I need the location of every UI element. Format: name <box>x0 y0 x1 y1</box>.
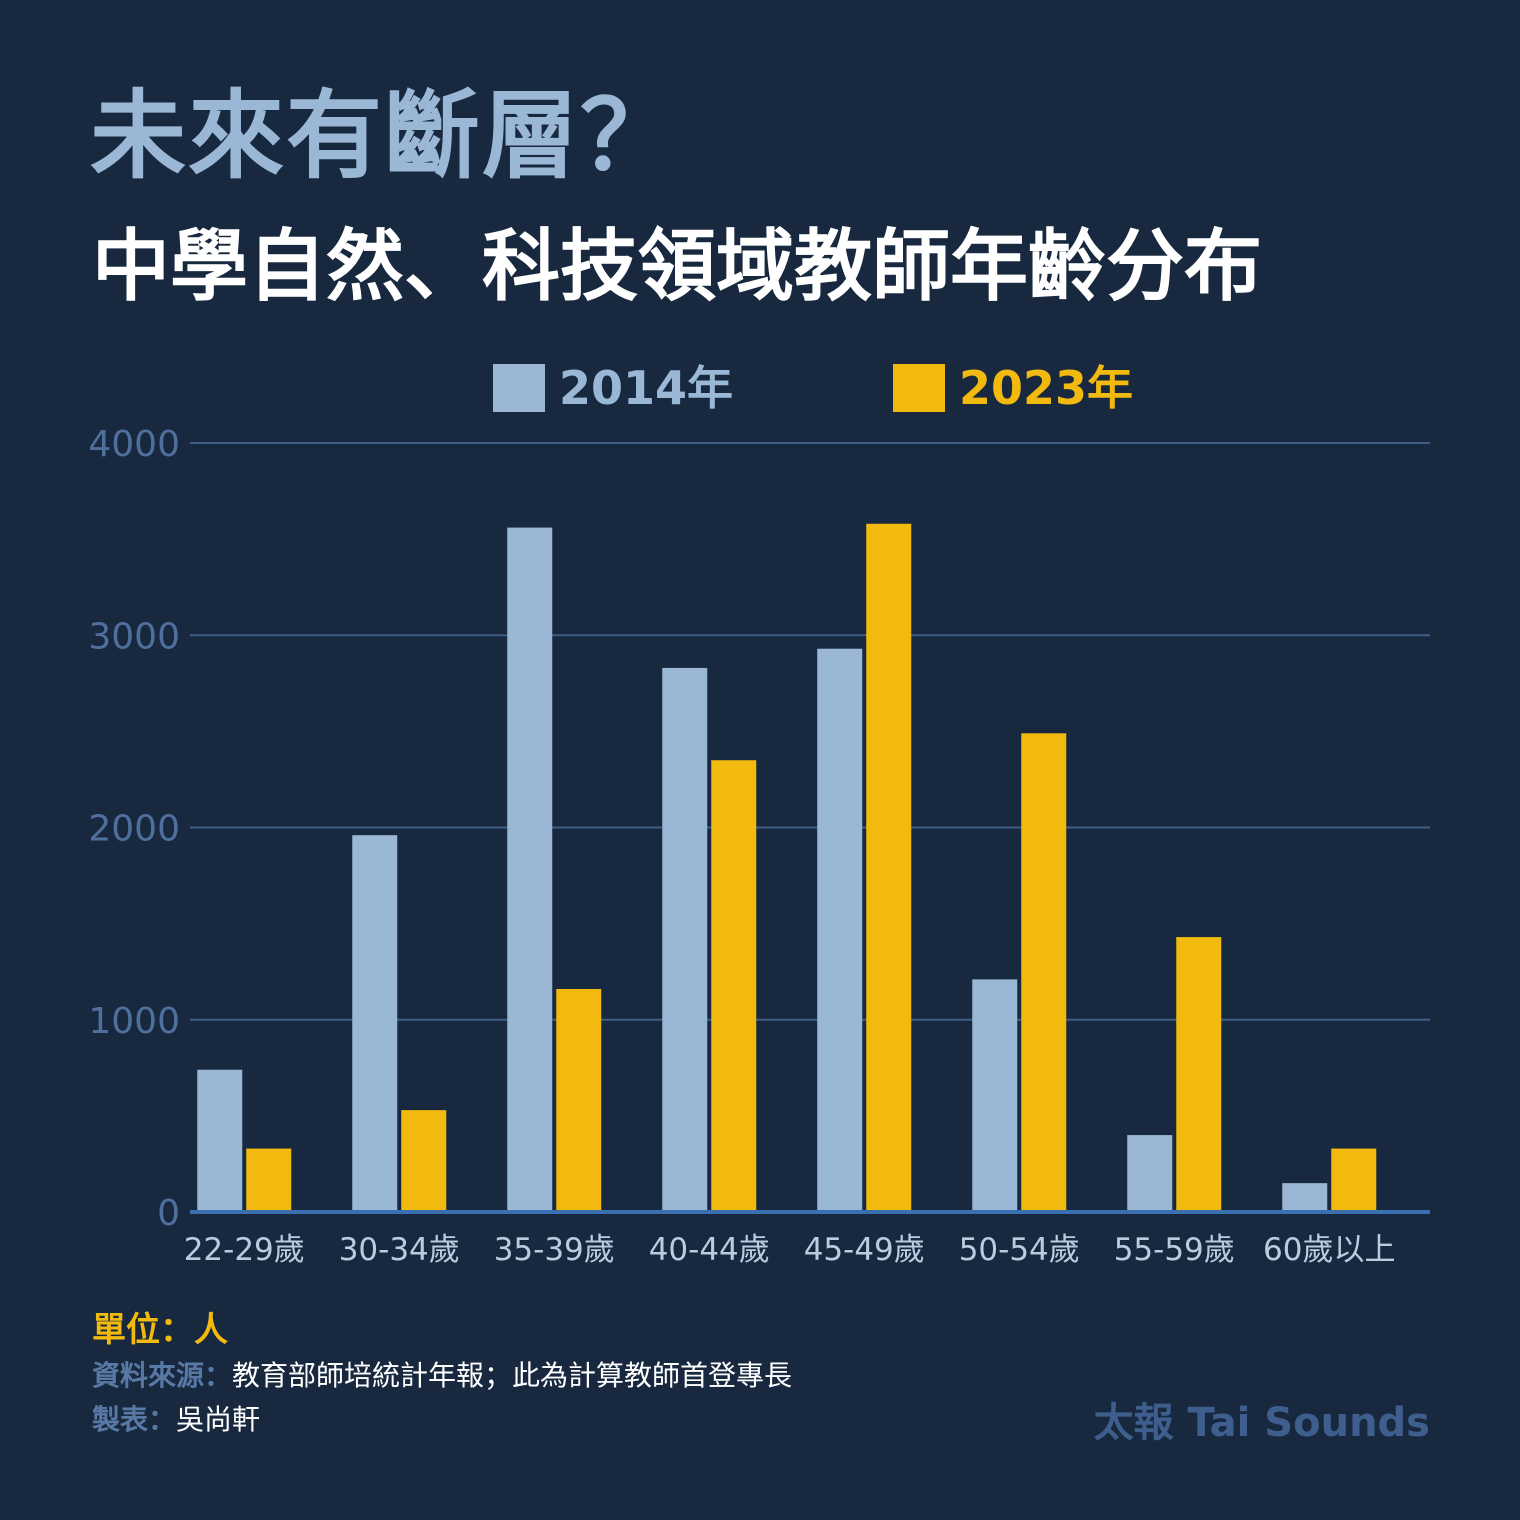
legend-label-2023: 2023年 <box>959 361 1134 415</box>
bar-2014年-30-34歲 <box>352 835 398 1212</box>
x-tick-label: 50-54歲 <box>959 1232 1080 1268</box>
source-note: 資料來源：教育部師培統計年報；此為計算教師首登專長 <box>92 1354 792 1394</box>
bar-2023年-40-44歲 <box>711 760 757 1212</box>
legend-swatch-2014 <box>493 364 545 412</box>
x-tick-label: 55-59歲 <box>1114 1232 1235 1268</box>
bar-2014年-50-54歲 <box>972 979 1018 1212</box>
bar-2023年-35-39歲 <box>556 988 602 1212</box>
source-text: 教育部師培統計年報；此為計算教師首登專長 <box>232 1359 793 1392</box>
x-tick-label: 40-44歲 <box>649 1232 770 1268</box>
bar-2023年-60歲以上 <box>1331 1148 1377 1212</box>
bar-2023年-45-49歲 <box>866 523 912 1212</box>
legend-item-2023: 2023年 <box>893 364 1133 412</box>
chart-title: 未來有斷層？ <box>90 80 678 192</box>
legend-swatch-2023 <box>893 364 945 412</box>
x-tick-label: 45-49歲 <box>804 1232 925 1268</box>
x-tick-label: 30-34歲 <box>339 1232 460 1268</box>
bar-2014年-40-44歲 <box>662 667 708 1212</box>
y-tick-label: 2000 <box>88 809 180 850</box>
bar-2014年-45-49歲 <box>817 648 863 1212</box>
maker-note: 製表：吳尚軒 <box>92 1398 260 1438</box>
legend-item-2014: 2014年 <box>493 364 733 412</box>
y-tick-label: 4000 <box>88 424 180 465</box>
bar-2023年-30-34歲 <box>401 1110 447 1212</box>
bar-2014年-35-39歲 <box>507 527 553 1212</box>
bar-2023年-55-59歲 <box>1176 937 1222 1212</box>
legend-label-2014: 2014年 <box>559 361 734 415</box>
chart-subtitle: 中學自然、科技領域教師年齡分布 <box>92 222 1263 312</box>
source-label: 資料來源： <box>92 1359 233 1392</box>
bar-2014年-60歲以上 <box>1282 1183 1328 1212</box>
bar-2023年-50-54歲 <box>1021 733 1067 1212</box>
bar-2023年-22-29歲 <box>246 1148 292 1212</box>
x-tick-label: 60歲以上 <box>1263 1232 1395 1268</box>
brand-logo-text: 太報 Tai Sounds <box>1093 1400 1430 1446</box>
bar-chart: 0 1000 2000 3000 4000 22-29歲 30-34歲 35-39歲 40-44… <box>88 424 1430 1268</box>
bar-2014年-22-29歲 <box>197 1069 243 1212</box>
unit-note: 單位：人 <box>92 1310 228 1350</box>
legend: 2014年 2023年 <box>0 364 1520 414</box>
maker-label: 製表： <box>92 1403 177 1436</box>
x-tick-label: 35-39歲 <box>494 1232 615 1268</box>
y-tick-label: 0 <box>157 1193 180 1234</box>
bar-2014年-55-59歲 <box>1127 1135 1173 1212</box>
y-tick-label: 1000 <box>88 1001 180 1042</box>
x-tick-label: 22-29歲 <box>184 1232 305 1268</box>
maker-text: 吳尚軒 <box>176 1403 261 1436</box>
y-tick-label: 3000 <box>88 616 180 657</box>
